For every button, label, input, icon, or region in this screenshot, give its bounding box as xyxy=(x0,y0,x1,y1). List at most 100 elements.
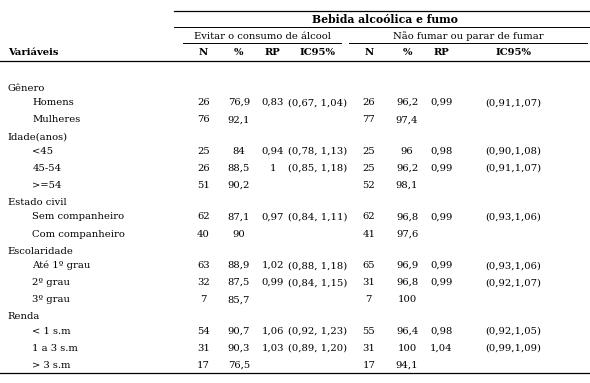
Text: (0,92,1,05): (0,92,1,05) xyxy=(486,327,541,336)
Text: 25: 25 xyxy=(362,147,375,156)
Text: 0,99: 0,99 xyxy=(430,278,453,287)
Text: Estado civil: Estado civil xyxy=(8,198,66,207)
Text: 90: 90 xyxy=(232,229,245,239)
Text: 26: 26 xyxy=(197,164,210,173)
Text: 90,3: 90,3 xyxy=(228,344,250,353)
Text: (0,78, 1,13): (0,78, 1,13) xyxy=(288,147,347,156)
Text: Mulheres: Mulheres xyxy=(32,115,81,124)
Text: (0,85, 1,18): (0,85, 1,18) xyxy=(288,164,347,173)
Text: > 3 s.m: > 3 s.m xyxy=(32,361,71,370)
Text: (0,84, 1,11): (0,84, 1,11) xyxy=(288,213,347,221)
Text: 52: 52 xyxy=(362,181,375,190)
Text: (0,91,1,07): (0,91,1,07) xyxy=(485,98,542,107)
Text: 94,1: 94,1 xyxy=(396,361,418,370)
Text: 0,99: 0,99 xyxy=(430,164,453,173)
Text: Homens: Homens xyxy=(32,98,74,107)
Text: 92,1: 92,1 xyxy=(228,115,250,124)
Text: N: N xyxy=(199,48,208,57)
Text: 90,7: 90,7 xyxy=(228,327,250,336)
Text: 54: 54 xyxy=(197,327,210,336)
Text: (0,99,1,09): (0,99,1,09) xyxy=(486,344,541,353)
Text: (0,93,1,06): (0,93,1,06) xyxy=(486,213,541,221)
Text: 62: 62 xyxy=(362,213,375,221)
Text: RP: RP xyxy=(265,48,280,57)
Text: 51: 51 xyxy=(197,181,210,190)
Text: 7: 7 xyxy=(201,295,206,304)
Text: 90,2: 90,2 xyxy=(228,181,250,190)
Text: (0,84, 1,15): (0,84, 1,15) xyxy=(288,278,347,287)
Text: Até 1º grau: Até 1º grau xyxy=(32,261,91,270)
Text: 97,6: 97,6 xyxy=(396,229,418,239)
Text: Idade(anos): Idade(anos) xyxy=(8,132,68,141)
Text: 96,2: 96,2 xyxy=(396,98,418,107)
Text: (0,90,1,08): (0,90,1,08) xyxy=(486,147,541,156)
Text: 77: 77 xyxy=(362,115,375,124)
Text: Renda: Renda xyxy=(8,312,40,321)
Text: 17: 17 xyxy=(197,361,210,370)
Text: %: % xyxy=(402,48,412,57)
Text: 96,4: 96,4 xyxy=(396,327,418,336)
Text: 100: 100 xyxy=(398,344,417,353)
Text: Gênero: Gênero xyxy=(8,83,45,93)
Text: 76: 76 xyxy=(197,115,210,124)
Text: 62: 62 xyxy=(197,213,210,221)
Text: 0,94: 0,94 xyxy=(261,147,284,156)
Text: (0,92, 1,23): (0,92, 1,23) xyxy=(288,327,347,336)
Text: 0,99: 0,99 xyxy=(261,278,284,287)
Text: 0,99: 0,99 xyxy=(430,98,453,107)
Text: 0,99: 0,99 xyxy=(430,213,453,221)
Text: 65: 65 xyxy=(362,261,375,270)
Text: 41: 41 xyxy=(362,229,375,239)
Text: IC95%: IC95% xyxy=(299,48,336,57)
Text: %: % xyxy=(234,48,244,57)
Text: 26: 26 xyxy=(197,98,210,107)
Text: 76,5: 76,5 xyxy=(228,361,250,370)
Text: 88,9: 88,9 xyxy=(228,261,250,270)
Text: Sem companheiro: Sem companheiro xyxy=(32,213,124,221)
Text: 0,99: 0,99 xyxy=(430,261,453,270)
Text: 87,5: 87,5 xyxy=(228,278,250,287)
Text: 0,98: 0,98 xyxy=(430,147,453,156)
Text: 31: 31 xyxy=(197,344,210,353)
Text: 87,1: 87,1 xyxy=(228,213,250,221)
Text: 96,2: 96,2 xyxy=(396,164,418,173)
Text: 2º grau: 2º grau xyxy=(32,278,70,287)
Text: Evitar o consumo de álcool: Evitar o consumo de álcool xyxy=(194,32,330,41)
Text: Com companheiro: Com companheiro xyxy=(32,229,125,239)
Text: 85,7: 85,7 xyxy=(228,295,250,304)
Text: 25: 25 xyxy=(362,164,375,173)
Text: 97,4: 97,4 xyxy=(396,115,418,124)
Text: 40: 40 xyxy=(197,229,210,239)
Text: 98,1: 98,1 xyxy=(396,181,418,190)
Text: 17: 17 xyxy=(362,361,375,370)
Text: (0,89, 1,20): (0,89, 1,20) xyxy=(288,344,347,353)
Text: 100: 100 xyxy=(398,295,417,304)
Text: N: N xyxy=(364,48,373,57)
Text: 1: 1 xyxy=(269,164,276,173)
Text: 84: 84 xyxy=(232,147,245,156)
Text: (0,88, 1,18): (0,88, 1,18) xyxy=(288,261,347,270)
Text: 31: 31 xyxy=(362,344,375,353)
Text: 25: 25 xyxy=(197,147,210,156)
Text: Bebida alcoólica e fumo: Bebida alcoólica e fumo xyxy=(312,14,458,25)
Text: (0,92,1,07): (0,92,1,07) xyxy=(486,278,541,287)
Text: 0,83: 0,83 xyxy=(261,98,284,107)
Text: >=54: >=54 xyxy=(32,181,62,190)
Text: 96,8: 96,8 xyxy=(396,213,418,221)
Text: RP: RP xyxy=(434,48,449,57)
Text: < 1 s.m: < 1 s.m xyxy=(32,327,71,336)
Text: 96,9: 96,9 xyxy=(396,261,418,270)
Text: (0,91,1,07): (0,91,1,07) xyxy=(485,164,542,173)
Text: 88,5: 88,5 xyxy=(228,164,250,173)
Text: 26: 26 xyxy=(362,98,375,107)
Text: 32: 32 xyxy=(197,278,210,287)
Text: 3º grau: 3º grau xyxy=(32,295,70,304)
Text: 1 a 3 s.m: 1 a 3 s.m xyxy=(32,344,78,353)
Text: 1,02: 1,02 xyxy=(261,261,284,270)
Text: 96,8: 96,8 xyxy=(396,278,418,287)
Text: Variáveis: Variáveis xyxy=(8,48,58,57)
Text: IC95%: IC95% xyxy=(495,48,532,57)
Text: 96: 96 xyxy=(401,147,414,156)
Text: <45: <45 xyxy=(32,147,54,156)
Text: (0,93,1,06): (0,93,1,06) xyxy=(486,261,541,270)
